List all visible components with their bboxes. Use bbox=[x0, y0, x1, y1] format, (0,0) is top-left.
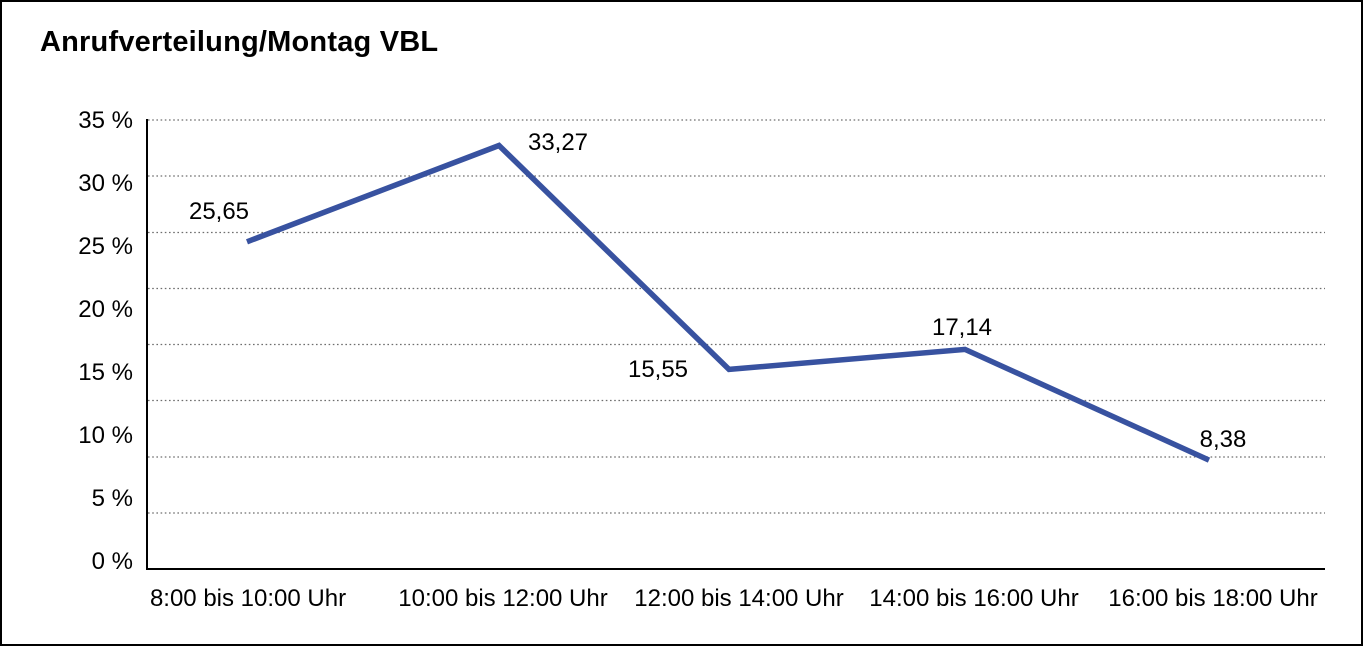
y-tick-label: 20 % bbox=[78, 296, 133, 323]
page-title: Anrufverteilung/Montag VBL bbox=[40, 26, 439, 58]
y-tick-label: 10 % bbox=[78, 422, 133, 449]
x-category-label: 16:00 bis 18:00 Uhr bbox=[1108, 585, 1318, 612]
x-category-label: 14:00 bis 16:00 Uhr bbox=[869, 585, 1079, 612]
axes bbox=[146, 119, 1325, 570]
data-value-label: 17,14 bbox=[931, 314, 993, 341]
x-category-label: 12:00 bis 14:00 Uhr bbox=[634, 585, 844, 612]
y-tick-label: 0 % bbox=[91, 548, 133, 575]
y-tick-label: 35 % bbox=[78, 107, 133, 134]
y-tick-label: 15 % bbox=[78, 359, 133, 386]
data-value-label: 8,38 bbox=[1199, 426, 1247, 453]
data-value-label: 33,27 bbox=[527, 129, 589, 156]
y-tick-label: 30 % bbox=[78, 170, 133, 197]
x-category-label: 8:00 bis 10:00 Uhr bbox=[149, 585, 347, 612]
data-value-label: 15,55 bbox=[627, 356, 689, 383]
x-category-label: 10:00 bis 12:00 Uhr bbox=[398, 585, 608, 612]
y-tick-label: 5 % bbox=[91, 485, 133, 512]
data-value-label: 25,65 bbox=[188, 198, 250, 225]
data-line bbox=[246, 142, 1211, 463]
gridlines bbox=[148, 119, 1325, 514]
y-tick-label: 25 % bbox=[78, 233, 133, 260]
